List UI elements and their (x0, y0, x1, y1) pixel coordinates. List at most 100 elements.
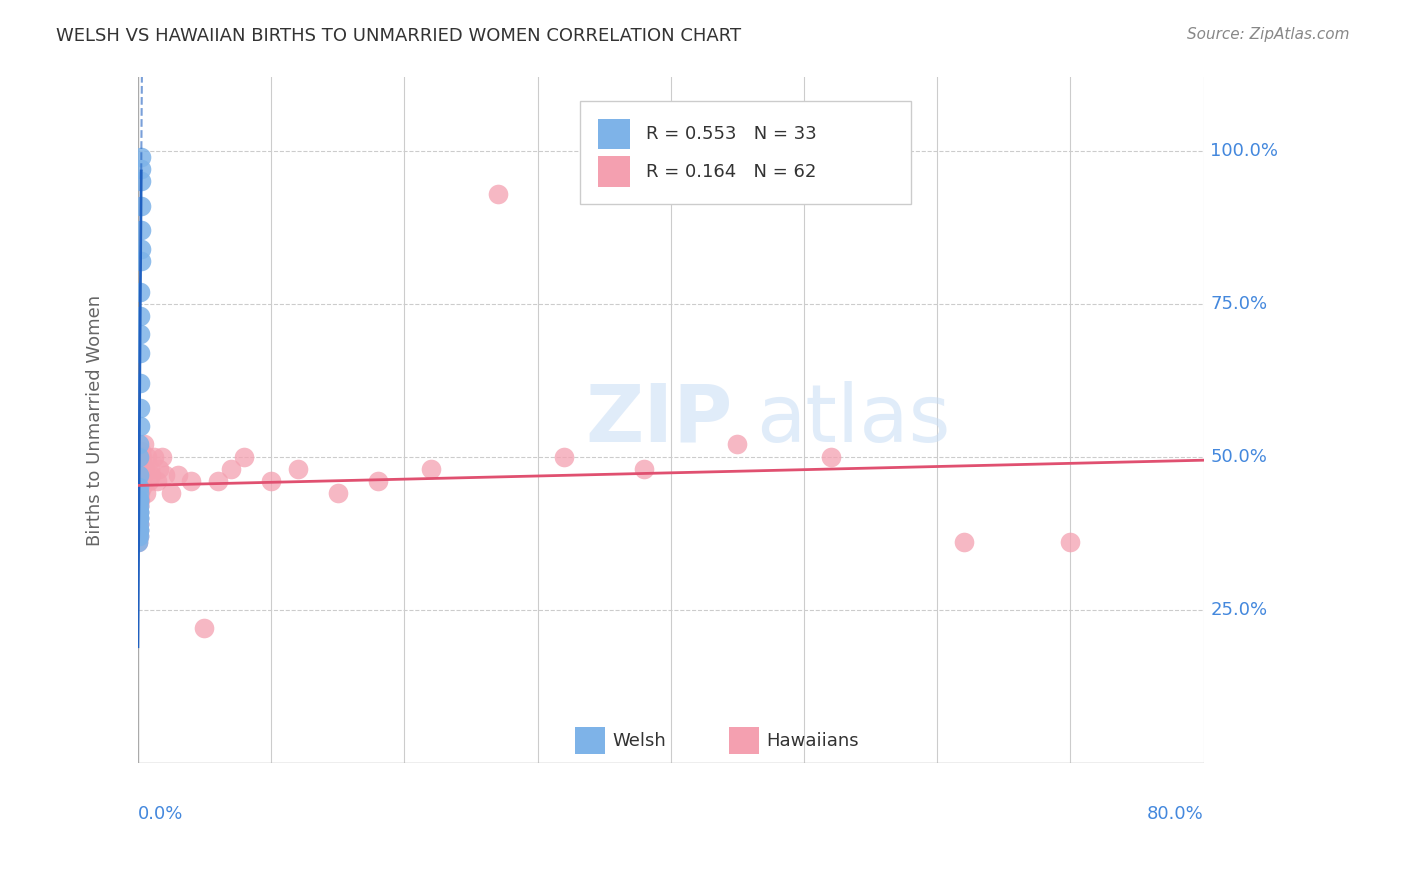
Point (1059, 535, 1081, 549)
Point (129, 450, 152, 464)
Point (486, 186, 509, 201)
Point (127, 535, 149, 549)
Point (129, 456, 152, 470)
Point (136, 450, 159, 464)
Point (138, 474, 160, 488)
Point (128, 529, 150, 543)
Point (129, 150, 152, 164)
Point (128, 486, 150, 500)
Point (128, 505, 150, 519)
Point (142, 450, 165, 464)
Point (141, 468, 163, 483)
Point (129, 486, 152, 500)
Point (129, 162, 152, 177)
Point (128, 486, 150, 500)
Point (129, 309, 152, 323)
Point (127, 523, 149, 537)
Point (166, 468, 188, 483)
Point (326, 486, 349, 500)
Point (725, 437, 748, 451)
Point (129, 462, 152, 476)
Point (233, 450, 256, 464)
Point (128, 468, 150, 483)
Point (128, 529, 150, 543)
FancyBboxPatch shape (575, 727, 605, 755)
Point (129, 199, 152, 213)
Text: 25.0%: 25.0% (1211, 600, 1267, 619)
Point (128, 492, 150, 507)
Text: R = 0.164   N = 62: R = 0.164 N = 62 (647, 163, 817, 181)
Point (128, 419, 150, 434)
Point (135, 486, 157, 500)
Point (128, 480, 150, 494)
Point (129, 254, 152, 268)
Point (128, 511, 150, 525)
Point (420, 462, 443, 476)
Text: 0.0%: 0.0% (138, 805, 183, 823)
Point (128, 523, 150, 537)
Point (129, 474, 152, 488)
Text: Source: ZipAtlas.com: Source: ZipAtlas.com (1187, 27, 1350, 42)
Point (127, 523, 149, 537)
Point (128, 486, 150, 500)
Point (129, 443, 152, 458)
Text: R = 0.553   N = 33: R = 0.553 N = 33 (647, 125, 817, 144)
Point (553, 450, 575, 464)
Point (128, 480, 150, 494)
Point (128, 516, 150, 531)
Point (134, 462, 156, 476)
Point (132, 468, 155, 483)
Point (131, 462, 153, 476)
Point (148, 462, 170, 476)
Text: Births to Unmarried Women: Births to Unmarried Women (86, 294, 104, 546)
FancyBboxPatch shape (581, 102, 911, 204)
Point (193, 621, 215, 635)
Point (820, 450, 842, 464)
Point (128, 511, 150, 525)
Text: atlas: atlas (756, 381, 950, 459)
Point (160, 486, 183, 500)
Point (127, 529, 149, 543)
Text: WELSH VS HAWAIIAN BIRTHS TO UNMARRIED WOMEN CORRELATION CHART: WELSH VS HAWAIIAN BIRTHS TO UNMARRIED WO… (56, 27, 741, 45)
FancyBboxPatch shape (730, 727, 759, 755)
Point (128, 401, 150, 415)
Point (128, 376, 150, 391)
Point (128, 492, 150, 507)
Point (287, 462, 309, 476)
Point (129, 285, 152, 299)
Point (139, 462, 162, 476)
Point (129, 174, 152, 188)
Point (129, 468, 152, 483)
Point (128, 511, 150, 525)
Point (131, 450, 153, 464)
Point (128, 492, 150, 507)
Point (633, 462, 655, 476)
Point (128, 523, 150, 537)
Text: 75.0%: 75.0% (1211, 294, 1267, 313)
Point (132, 437, 155, 451)
Point (128, 499, 150, 513)
Point (129, 242, 152, 256)
Text: 50.0%: 50.0% (1211, 448, 1267, 466)
Point (128, 523, 150, 537)
Text: ZIP: ZIP (585, 381, 733, 459)
Point (128, 505, 150, 519)
Point (128, 474, 150, 488)
Text: Welsh: Welsh (612, 731, 666, 749)
Point (128, 492, 150, 507)
Point (128, 450, 150, 464)
Point (127, 535, 149, 549)
Point (128, 437, 150, 451)
Point (150, 450, 173, 464)
Point (219, 462, 242, 476)
Text: 100.0%: 100.0% (1211, 142, 1278, 160)
Point (127, 523, 149, 537)
Point (128, 516, 150, 531)
Point (207, 474, 229, 488)
Point (145, 474, 167, 488)
Point (129, 468, 152, 483)
Point (128, 505, 150, 519)
Text: 80.0%: 80.0% (1147, 805, 1204, 823)
Point (131, 480, 153, 494)
Point (180, 474, 202, 488)
